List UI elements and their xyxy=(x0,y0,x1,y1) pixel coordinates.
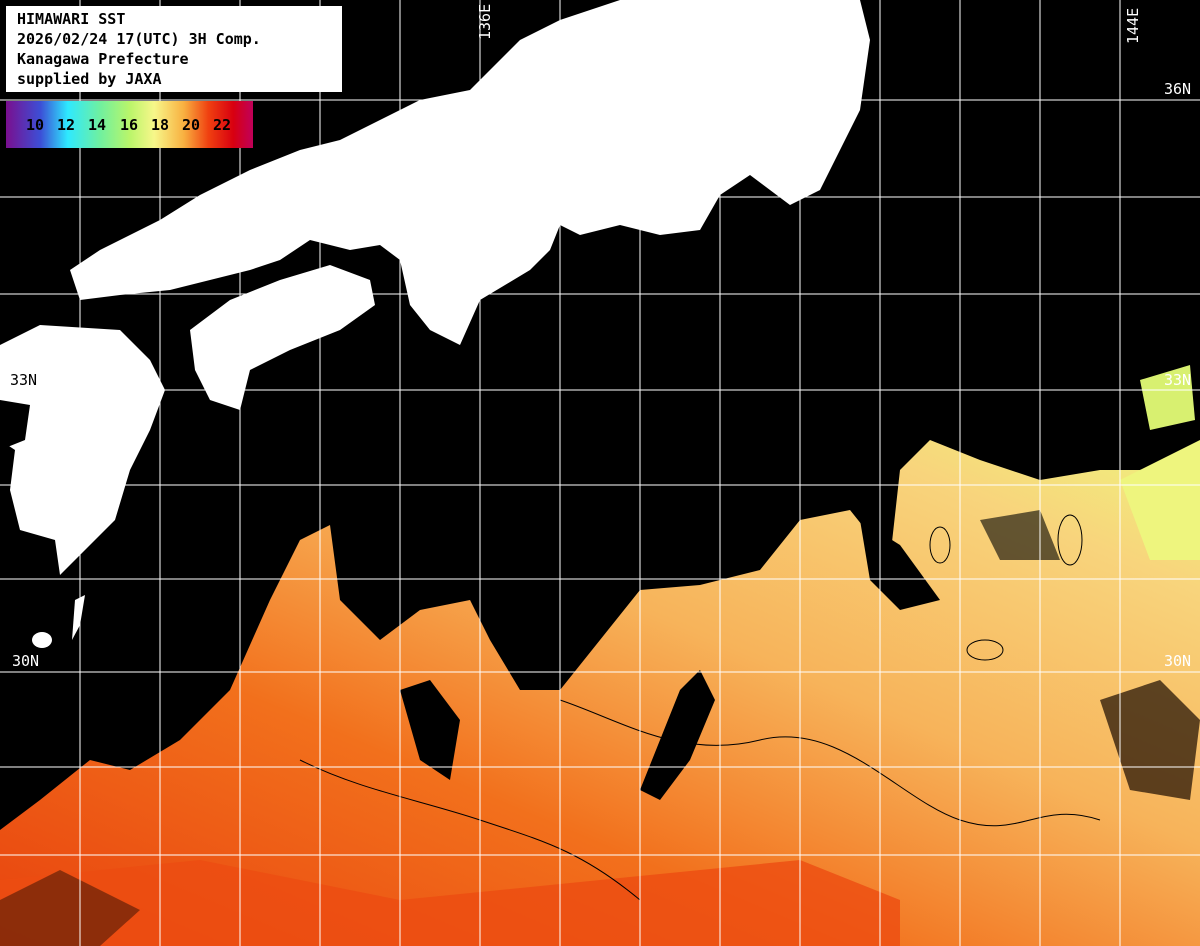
lat-label-33n-left: 33N xyxy=(10,371,38,389)
product-title: HIMAWARI SST xyxy=(17,10,126,28)
lon-label-144e: 144E xyxy=(1124,7,1142,44)
credit: supplied by JAXA xyxy=(17,70,162,88)
legend-tick: 14 xyxy=(88,116,107,134)
legend-tick: 18 xyxy=(151,116,170,134)
lat-label-33n-right: 33N xyxy=(1164,371,1192,389)
lat-label-30n-right: 30N xyxy=(1164,652,1192,670)
datetime: 2026/02/24 17(UTC) 3H Comp. xyxy=(17,30,261,48)
lon-label-136e: 136E xyxy=(476,3,494,40)
legend-tick: 22 xyxy=(213,116,232,134)
land xyxy=(0,0,870,648)
region: Kanagawa Prefecture xyxy=(17,50,189,68)
legend-tick: 12 xyxy=(57,116,76,134)
legend-tick: 16 xyxy=(120,116,139,134)
lat-label-30n-left: 30N xyxy=(12,652,40,670)
sst-field xyxy=(0,365,1200,946)
title-box: HIMAWARI SST 2026/02/24 17(UTC) 3H Comp.… xyxy=(6,6,342,92)
legend-tick: 20 xyxy=(182,116,201,134)
legend-tick: 10 xyxy=(26,116,45,134)
color-scale-legend: 10 12 14 16 18 20 22 xyxy=(6,101,253,148)
lat-label-36n: 36N xyxy=(1164,80,1192,98)
